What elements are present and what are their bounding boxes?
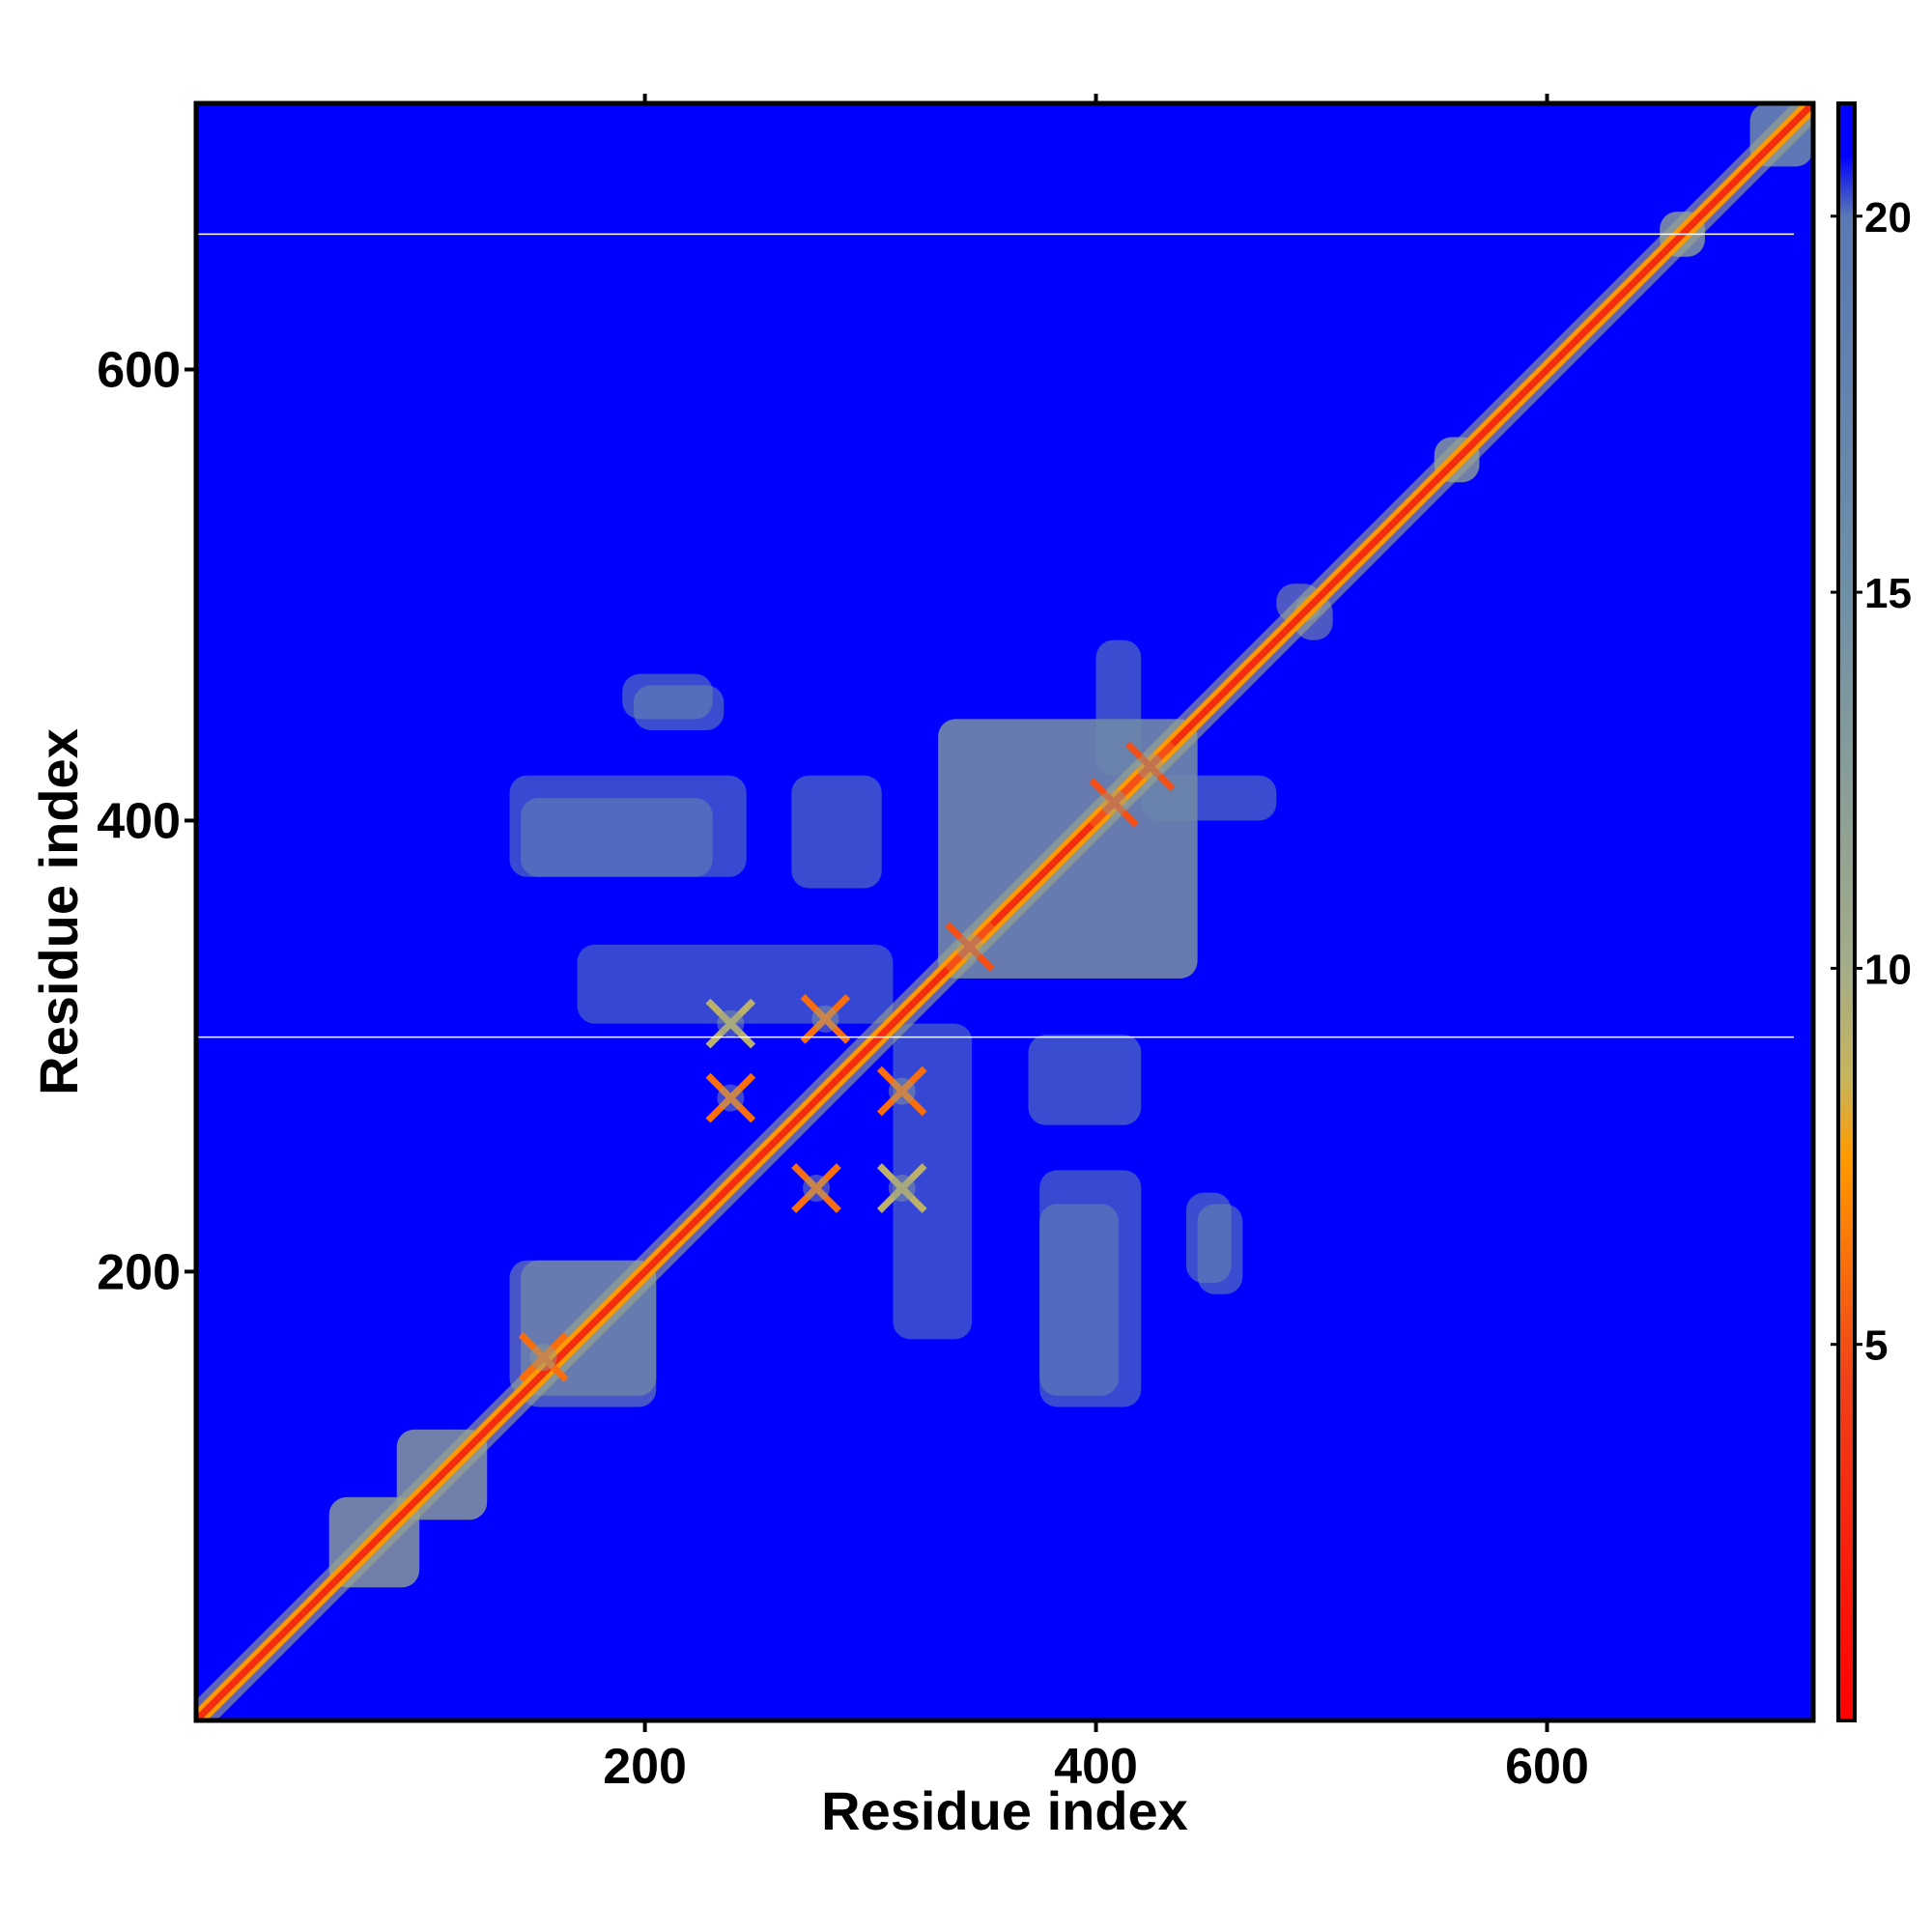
contact-cross-b bbox=[1124, 741, 1176, 792]
colorbar: 5 10 15 20 bbox=[1831, 101, 1912, 1722]
contact-cross-glow bbox=[888, 1175, 916, 1203]
contact-region bbox=[1197, 1204, 1243, 1294]
contact-cross-glow bbox=[803, 1175, 831, 1203]
contact-cross-b bbox=[791, 1163, 841, 1213]
contact-region bbox=[521, 798, 713, 877]
contact-cross-glow bbox=[529, 1344, 557, 1372]
x-axis-title: Residue index bbox=[821, 1780, 1188, 1841]
y-tick-label: 600 bbox=[97, 342, 181, 398]
contact-region bbox=[791, 775, 882, 889]
colorbar-gradient bbox=[1836, 101, 1857, 1722]
contact-cross-b bbox=[944, 922, 995, 973]
contact-cross-glow bbox=[717, 1009, 745, 1037]
x-tick-label: 600 bbox=[1505, 1739, 1589, 1795]
colorbar-tick-label: 10 bbox=[1864, 946, 1912, 993]
contact-cross-glow bbox=[717, 1084, 745, 1112]
contact-cross-glow bbox=[1136, 753, 1164, 781]
x-tick-label: 200 bbox=[603, 1739, 687, 1795]
contact-region bbox=[1028, 1035, 1142, 1125]
plot-frame bbox=[193, 100, 1816, 1723]
x-tick-label: 400 bbox=[1054, 1739, 1138, 1795]
y-axis-title: Residue index bbox=[28, 728, 89, 1095]
contact-cross-b bbox=[876, 1163, 927, 1213]
contact-region bbox=[1039, 1204, 1119, 1396]
y-tick-label: 200 bbox=[97, 1244, 181, 1300]
contact-cross-glow bbox=[811, 1005, 839, 1033]
y-tick-label: 400 bbox=[97, 793, 181, 849]
colorbar-tick-label: 20 bbox=[1864, 194, 1912, 242]
diagonal-core bbox=[196, 103, 1813, 1720]
contact-cross-glow bbox=[955, 933, 983, 961]
contact-cross-glow bbox=[888, 1077, 916, 1105]
contact-cross-b bbox=[876, 1065, 927, 1117]
contact-region bbox=[622, 673, 713, 720]
contact-cross-b bbox=[1089, 777, 1140, 828]
contact-cross-b bbox=[705, 998, 756, 1049]
plot-area bbox=[193, 100, 1816, 1723]
contact-cross-b bbox=[705, 1072, 756, 1123]
colorbar-tick-label: 15 bbox=[1864, 570, 1912, 617]
contact-cross-b bbox=[518, 1332, 569, 1382]
contact-cross-b bbox=[800, 994, 851, 1044]
colorbar-tick-label: 5 bbox=[1864, 1322, 1888, 1370]
contact-cross-glow bbox=[1100, 788, 1128, 816]
